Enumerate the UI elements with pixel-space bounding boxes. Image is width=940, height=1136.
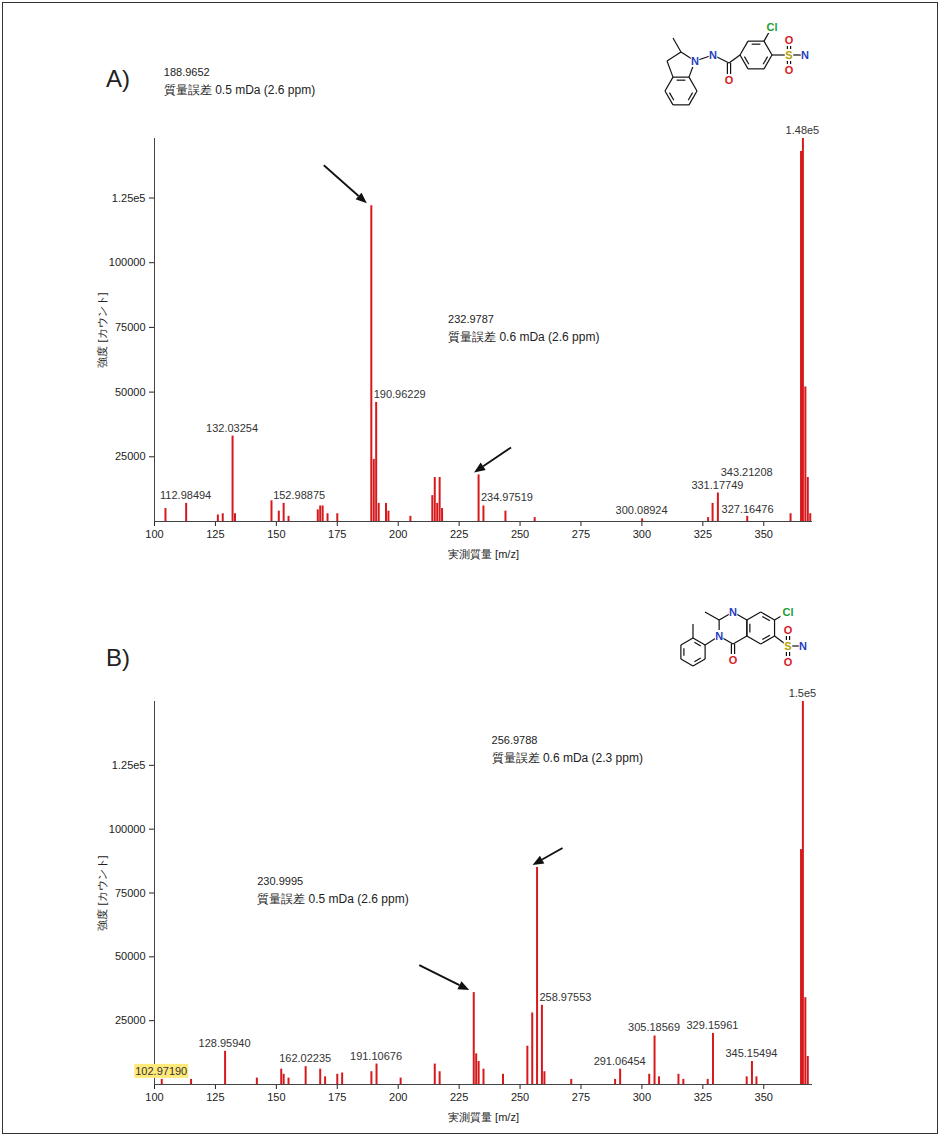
svg-text:230.9995: 230.9995	[257, 875, 303, 887]
svg-text:258.97553: 258.97553	[539, 991, 591, 1003]
svg-text:50000: 50000	[115, 386, 146, 398]
svg-text:300: 300	[633, 528, 651, 540]
svg-text:150: 150	[267, 528, 285, 540]
svg-text:50000: 50000	[115, 950, 146, 962]
svg-text:275: 275	[572, 1091, 590, 1103]
svg-text:327.16476: 327.16476	[722, 503, 774, 515]
svg-text:345.15494: 345.15494	[725, 1047, 777, 1059]
svg-text:350: 350	[755, 528, 773, 540]
svg-text:300.08924: 300.08924	[616, 504, 668, 516]
svg-text:O: O	[785, 64, 794, 76]
svg-text:162.02235: 162.02235	[279, 1052, 331, 1064]
svg-text:190.96229: 190.96229	[374, 388, 426, 400]
svg-text:152.98875: 152.98875	[273, 489, 325, 501]
svg-text:305.18569: 305.18569	[628, 1021, 680, 1033]
svg-text:100000: 100000	[109, 823, 146, 835]
svg-text:O: O	[785, 34, 794, 46]
svg-text:102.97190: 102.97190	[135, 1065, 187, 1077]
svg-text:191.10676: 191.10676	[350, 1050, 402, 1062]
svg-text:75000: 75000	[115, 321, 146, 333]
svg-text:100: 100	[145, 528, 163, 540]
svg-text:125: 125	[206, 528, 224, 540]
svg-text:1.25e5: 1.25e5	[112, 759, 146, 771]
svg-text:N: N	[729, 606, 737, 618]
svg-text:強度 [カウント]: 強度 [カウント]	[96, 855, 108, 930]
svg-text:234.97519: 234.97519	[481, 491, 533, 503]
svg-text:300: 300	[633, 1091, 651, 1103]
svg-text:質量誤差 0.5 mDa (2.6 ppm): 質量誤差 0.5 mDa (2.6 ppm)	[257, 892, 408, 906]
svg-text:188.9652: 188.9652	[164, 66, 210, 78]
svg-text:331.17749: 331.17749	[691, 479, 743, 491]
svg-text:250: 250	[511, 528, 529, 540]
svg-text:実測質量 [m/z]: 実測質量 [m/z]	[448, 548, 519, 560]
svg-text:112.98494: 112.98494	[160, 489, 211, 501]
svg-text:O: O	[729, 654, 738, 666]
svg-text:実測質量 [m/z]: 実測質量 [m/z]	[448, 1111, 519, 1123]
svg-text:O: O	[725, 74, 734, 86]
svg-text:25000: 25000	[115, 1014, 146, 1026]
svg-text:175: 175	[328, 528, 346, 540]
svg-text:291.06454: 291.06454	[594, 1055, 646, 1067]
svg-text:100: 100	[145, 1091, 163, 1103]
svg-text:200: 200	[389, 1091, 407, 1103]
svg-text:128.95940: 128.95940	[199, 1037, 251, 1049]
svg-text:256.9788: 256.9788	[492, 734, 538, 746]
svg-text:O: O	[784, 656, 793, 668]
svg-text:25000: 25000	[115, 450, 146, 462]
svg-text:350: 350	[755, 1091, 773, 1103]
svg-text:質量誤差 0.6 mDa (2.6 ppm): 質量誤差 0.6 mDa (2.6 ppm)	[448, 330, 599, 344]
svg-text:275: 275	[572, 528, 590, 540]
svg-text:125: 125	[206, 1091, 224, 1103]
svg-text:S: S	[785, 49, 792, 61]
svg-text:329.15961: 329.15961	[686, 1019, 738, 1031]
svg-text:N: N	[691, 55, 699, 67]
svg-text:75000: 75000	[115, 887, 146, 899]
svg-text:232.9787: 232.9787	[448, 313, 494, 325]
svg-text:O: O	[784, 624, 793, 636]
svg-text:Cl: Cl	[783, 606, 794, 618]
svg-text:Cl: Cl	[767, 21, 778, 33]
svg-text:325: 325	[694, 1091, 712, 1103]
svg-text:N: N	[799, 640, 807, 652]
svg-text:N: N	[709, 49, 717, 61]
svg-text:A): A)	[106, 65, 130, 92]
svg-text:1.48e5: 1.48e5	[786, 124, 820, 136]
svg-text:225: 225	[450, 1091, 468, 1103]
svg-text:強度 [カウント]: 強度 [カウント]	[96, 292, 108, 367]
svg-text:S: S	[784, 640, 791, 652]
svg-text:1.25e5: 1.25e5	[112, 192, 146, 204]
svg-text:B): B)	[106, 644, 130, 671]
svg-text:100000: 100000	[109, 256, 146, 268]
svg-text:質量誤差 0.5 mDa (2.6 ppm): 質量誤差 0.5 mDa (2.6 ppm)	[164, 83, 315, 97]
svg-text:325: 325	[694, 528, 712, 540]
svg-text:132.03254: 132.03254	[206, 422, 258, 434]
svg-text:175: 175	[328, 1091, 346, 1103]
svg-text:343.21208: 343.21208	[721, 466, 773, 478]
svg-text:250: 250	[511, 1091, 529, 1103]
svg-text:N: N	[715, 630, 723, 642]
svg-text:1.5e5: 1.5e5	[789, 687, 817, 699]
svg-text:225: 225	[450, 528, 468, 540]
svg-text:質量誤差 0.6 mDa (2.3 ppm): 質量誤差 0.6 mDa (2.3 ppm)	[492, 751, 643, 765]
svg-text:150: 150	[267, 1091, 285, 1103]
svg-text:200: 200	[389, 528, 407, 540]
svg-text:N: N	[801, 49, 809, 61]
